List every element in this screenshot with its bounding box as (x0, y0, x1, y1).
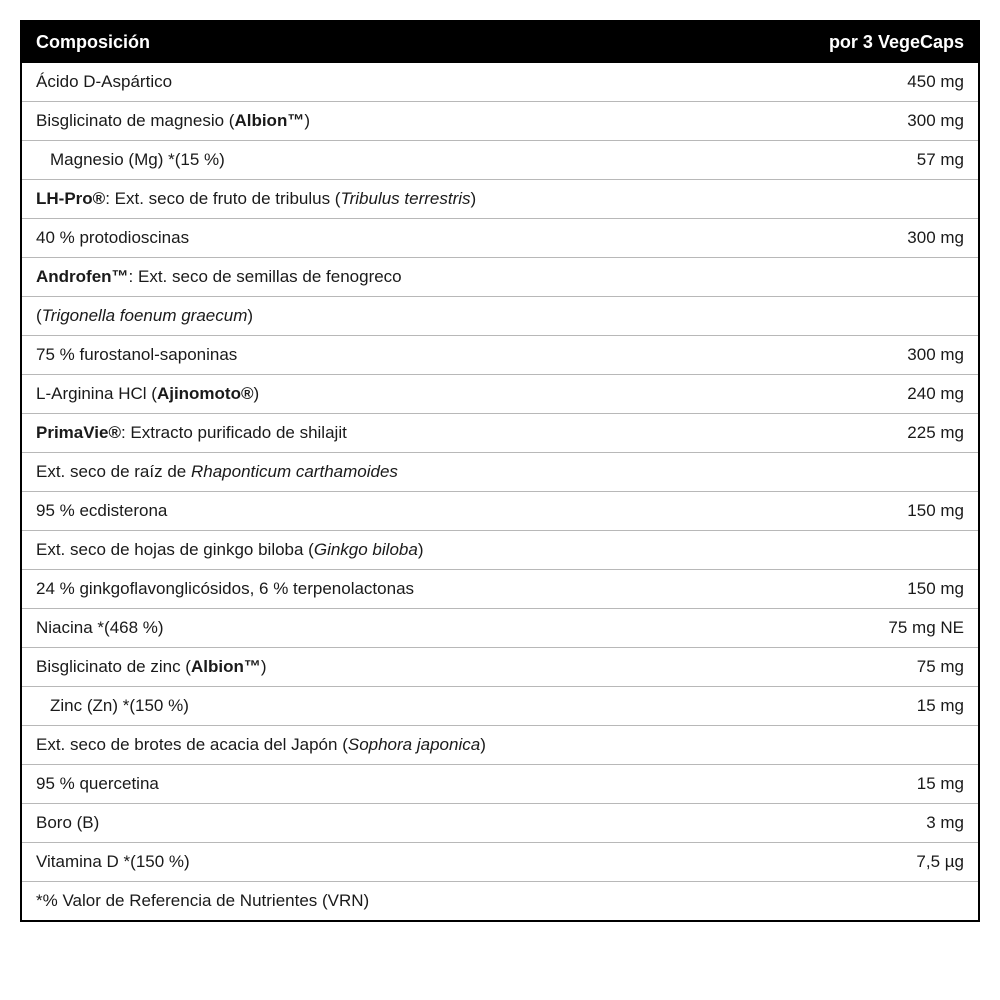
row-value: 150 mg (907, 579, 964, 599)
row-value: 75 mg (917, 657, 964, 677)
row-name: L-Arginina HCl (Ajinomoto®) (36, 384, 907, 404)
row-name: 24 % ginkgoflavonglicósidos, 6 % terpeno… (36, 579, 907, 599)
row-name: Bisglicinato de zinc (Albion™) (36, 657, 917, 677)
row-name: Ext. seco de raíz de Rhaponticum cartham… (36, 462, 964, 482)
table-row: Zinc (Zn) *(150 %)15 mg (22, 687, 978, 726)
table-row: LH-Pro®: Ext. seco de fruto de tribulus … (22, 180, 978, 219)
row-name: Boro (B) (36, 813, 926, 833)
table-row: 24 % ginkgoflavonglicósidos, 6 % terpeno… (22, 570, 978, 609)
table-row: Ácido D-Aspártico450 mg (22, 63, 978, 102)
row-name: Ext. seco de brotes de acacia del Japón … (36, 735, 964, 755)
table-row: Vitamina D *(150 %)7,5 µg (22, 843, 978, 882)
row-value: 3 mg (926, 813, 964, 833)
table-row: Ext. seco de brotes de acacia del Japón … (22, 726, 978, 765)
table-row: Boro (B)3 mg (22, 804, 978, 843)
header-right: por 3 VegeCaps (829, 32, 964, 53)
table-body: Ácido D-Aspártico450 mgBisglicinato de m… (22, 63, 978, 920)
composition-table: Composición por 3 VegeCaps Ácido D-Aspár… (20, 20, 980, 922)
table-row: Bisglicinato de magnesio (Albion™)300 mg (22, 102, 978, 141)
table-row: Magnesio (Mg) *(15 %)57 mg (22, 141, 978, 180)
table-row: Niacina *(468 %)75 mg NE (22, 609, 978, 648)
row-value: 15 mg (917, 696, 964, 716)
row-name: PrimaVie®: Extracto purificado de shilaj… (36, 423, 907, 443)
table-row: 95 % quercetina15 mg (22, 765, 978, 804)
row-name: Bisglicinato de magnesio (Albion™) (36, 111, 907, 131)
row-value: 225 mg (907, 423, 964, 443)
row-name: 95 % quercetina (36, 774, 917, 794)
table-row: 95 % ecdisterona150 mg (22, 492, 978, 531)
table-header: Composición por 3 VegeCaps (22, 22, 978, 63)
row-name: Androfen™: Ext. seco de semillas de feno… (36, 267, 964, 287)
row-value: 300 mg (907, 111, 964, 131)
row-value: 300 mg (907, 228, 964, 248)
row-value: 300 mg (907, 345, 964, 365)
row-name: Vitamina D *(150 %) (36, 852, 916, 872)
row-value: 450 mg (907, 72, 964, 92)
row-name: Zinc (Zn) *(150 %) (36, 696, 917, 716)
table-row: Bisglicinato de zinc (Albion™)75 mg (22, 648, 978, 687)
row-name: Magnesio (Mg) *(15 %) (36, 150, 917, 170)
row-value: 7,5 µg (916, 852, 964, 872)
row-name: Niacina *(468 %) (36, 618, 888, 638)
row-value: 57 mg (917, 150, 964, 170)
table-row: 40 % protodioscinas300 mg (22, 219, 978, 258)
row-name: 75 % furostanol-saponinas (36, 345, 907, 365)
row-value: 15 mg (917, 774, 964, 794)
row-name: Ácido D-Aspártico (36, 72, 907, 92)
row-name: 95 % ecdisterona (36, 501, 907, 521)
row-name: (Trigonella foenum graecum) (36, 306, 964, 326)
row-value: 240 mg (907, 384, 964, 404)
row-name: 40 % protodioscinas (36, 228, 907, 248)
table-row: (Trigonella foenum graecum) (22, 297, 978, 336)
row-value: 150 mg (907, 501, 964, 521)
row-name: Ext. seco de hojas de ginkgo biloba (Gin… (36, 540, 964, 560)
row-value: 75 mg NE (888, 618, 964, 638)
table-row: Ext. seco de raíz de Rhaponticum cartham… (22, 453, 978, 492)
table-row: 75 % furostanol-saponinas300 mg (22, 336, 978, 375)
header-left: Composición (36, 32, 150, 53)
table-row: Androfen™: Ext. seco de semillas de feno… (22, 258, 978, 297)
row-name: *% Valor de Referencia de Nutrientes (VR… (36, 891, 964, 911)
table-row: *% Valor de Referencia de Nutrientes (VR… (22, 882, 978, 920)
row-name: LH-Pro®: Ext. seco de fruto de tribulus … (36, 189, 964, 209)
table-row: L-Arginina HCl (Ajinomoto®)240 mg (22, 375, 978, 414)
table-row: PrimaVie®: Extracto purificado de shilaj… (22, 414, 978, 453)
table-row: Ext. seco de hojas de ginkgo biloba (Gin… (22, 531, 978, 570)
